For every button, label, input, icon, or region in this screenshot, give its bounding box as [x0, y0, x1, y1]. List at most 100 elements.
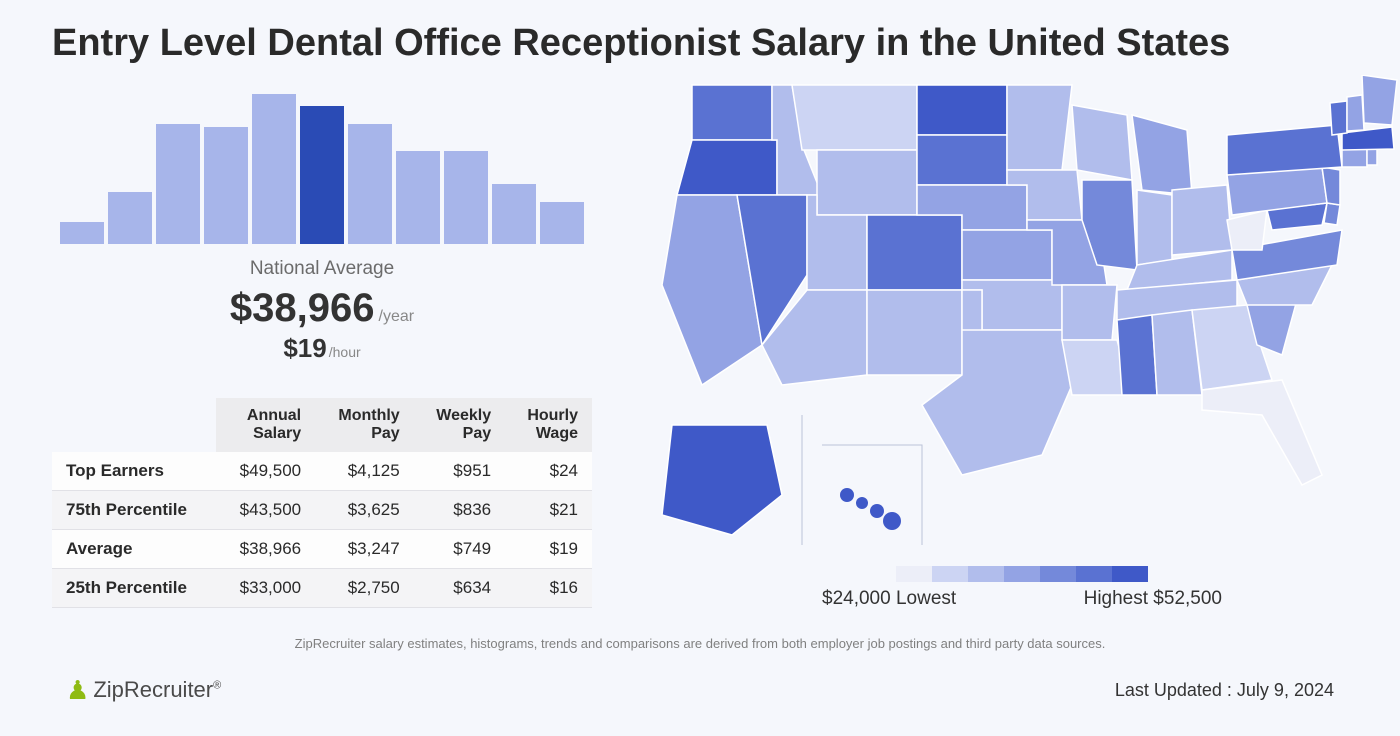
state-MI [1132, 115, 1192, 195]
state-FL [1202, 380, 1322, 485]
table-header: Hourly Wage [505, 398, 592, 452]
table-header: Monthly Pay [315, 398, 414, 452]
content-row: National Average $38,966/year $19/hour A… [10, 75, 1390, 610]
table-cell: $21 [505, 491, 592, 530]
histogram-bar [156, 124, 200, 244]
last-updated: Last Updated : July 9, 2024 [1115, 680, 1334, 701]
table-cell: $33,000 [216, 569, 315, 608]
state-HI [883, 512, 901, 530]
state-AR [1062, 285, 1117, 340]
legend-highest: Highest $52,500 [1084, 588, 1222, 610]
footer: ♟ ZipRecruiter® Last Updated : July 9, 2… [10, 651, 1390, 703]
table-row: Average$38,966$3,247$749$19 [52, 530, 592, 569]
salary-table: Annual SalaryMonthly PayWeekly PayHourly… [52, 398, 592, 608]
state-MS [1117, 315, 1157, 395]
state-MN [1007, 85, 1072, 170]
table-cell: $4,125 [315, 452, 414, 491]
table-cell: $43,500 [216, 491, 315, 530]
state-OR [677, 140, 777, 195]
table-row: 75th Percentile$43,500$3,625$836$21 [52, 491, 592, 530]
histogram-bar [204, 127, 248, 244]
legend-swatch [896, 566, 932, 582]
state-KS [962, 230, 1052, 280]
state-NH [1347, 95, 1364, 131]
state-WA [692, 85, 772, 140]
state-CO [867, 215, 962, 290]
page-title: Entry Level Dental Office Receptionist S… [10, 0, 1390, 75]
hourly-salary-suffix: /hour [329, 344, 361, 360]
state-ME [1362, 75, 1397, 125]
state-IN [1137, 190, 1172, 265]
table-cell: $3,625 [315, 491, 414, 530]
disclaimer-text: ZipRecruiter salary estimates, histogram… [10, 636, 1390, 651]
right-column: $24,000 Lowest Highest $52,500 [642, 75, 1400, 610]
legend-swatch [932, 566, 968, 582]
table-cell: $2,750 [315, 569, 414, 608]
state-OH [1172, 185, 1232, 255]
histogram-bar [348, 124, 392, 244]
annual-salary-suffix: /year [379, 308, 415, 325]
annual-salary-value: $38,966 [230, 286, 375, 330]
state-WV [1227, 210, 1267, 250]
state-NM [867, 290, 962, 375]
us-map [642, 75, 1400, 560]
inset-border [802, 415, 922, 545]
hourly-salary-value: $19 [283, 333, 326, 363]
national-average-label: National Average [52, 258, 592, 280]
left-column: National Average $38,966/year $19/hour A… [52, 75, 592, 610]
table-row: 25th Percentile$33,000$2,750$634$16 [52, 569, 592, 608]
legend-lowest: $24,000 Lowest [822, 588, 956, 610]
table-cell: $38,966 [216, 530, 315, 569]
table-header [52, 398, 216, 452]
table-cell: $836 [414, 491, 505, 530]
legend-swatch [1076, 566, 1112, 582]
histogram-bar [60, 222, 104, 245]
legend-swatch [1040, 566, 1076, 582]
table-cell: Top Earners [52, 452, 216, 491]
table-cell: $19 [505, 530, 592, 569]
histogram-labels: National Average $38,966/year $19/hour [52, 258, 592, 364]
state-SD [917, 135, 1007, 185]
histogram-bar [108, 192, 152, 245]
table-cell: 75th Percentile [52, 491, 216, 530]
state-DE [1324, 203, 1340, 225]
table-cell: $749 [414, 530, 505, 569]
brand-name: ZipRecruiter [93, 677, 213, 702]
table-cell: $634 [414, 569, 505, 608]
legend-swatch [1004, 566, 1040, 582]
table-cell: $951 [414, 452, 505, 491]
map-legend [642, 566, 1400, 582]
table-cell: $49,500 [216, 452, 315, 491]
histogram-bar [396, 151, 440, 244]
state-HI [840, 488, 854, 502]
table-cell: 25th Percentile [52, 569, 216, 608]
state-NY [1227, 125, 1342, 175]
salary-histogram [52, 89, 592, 244]
state-WI [1072, 105, 1132, 180]
table-cell: $16 [505, 569, 592, 608]
histogram-bar [540, 202, 584, 244]
histogram-bar [300, 106, 344, 244]
state-WY [817, 150, 917, 215]
state-AK [662, 425, 782, 535]
us-map-svg [642, 75, 1400, 555]
table-row: Top Earners$49,500$4,125$951$24 [52, 452, 592, 491]
table-cell: $3,247 [315, 530, 414, 569]
state-RI [1367, 148, 1377, 165]
table-header: Weekly Pay [414, 398, 505, 452]
state-HI [856, 497, 868, 509]
histogram-bar [492, 184, 536, 244]
table-header: Annual Salary [216, 398, 315, 452]
map-legend-labels: $24,000 Lowest Highest $52,500 [642, 588, 1400, 610]
state-MT [792, 85, 917, 150]
histogram-bar [444, 151, 488, 244]
legend-swatch [1112, 566, 1148, 582]
legend-swatch [968, 566, 1004, 582]
state-HI [870, 504, 884, 518]
histogram-bar [252, 94, 296, 244]
chair-icon: ♟ [66, 677, 89, 703]
table-cell: $24 [505, 452, 592, 491]
state-ND [917, 85, 1007, 135]
table-cell: Average [52, 530, 216, 569]
brand-logo: ♟ ZipRecruiter® [66, 677, 221, 703]
